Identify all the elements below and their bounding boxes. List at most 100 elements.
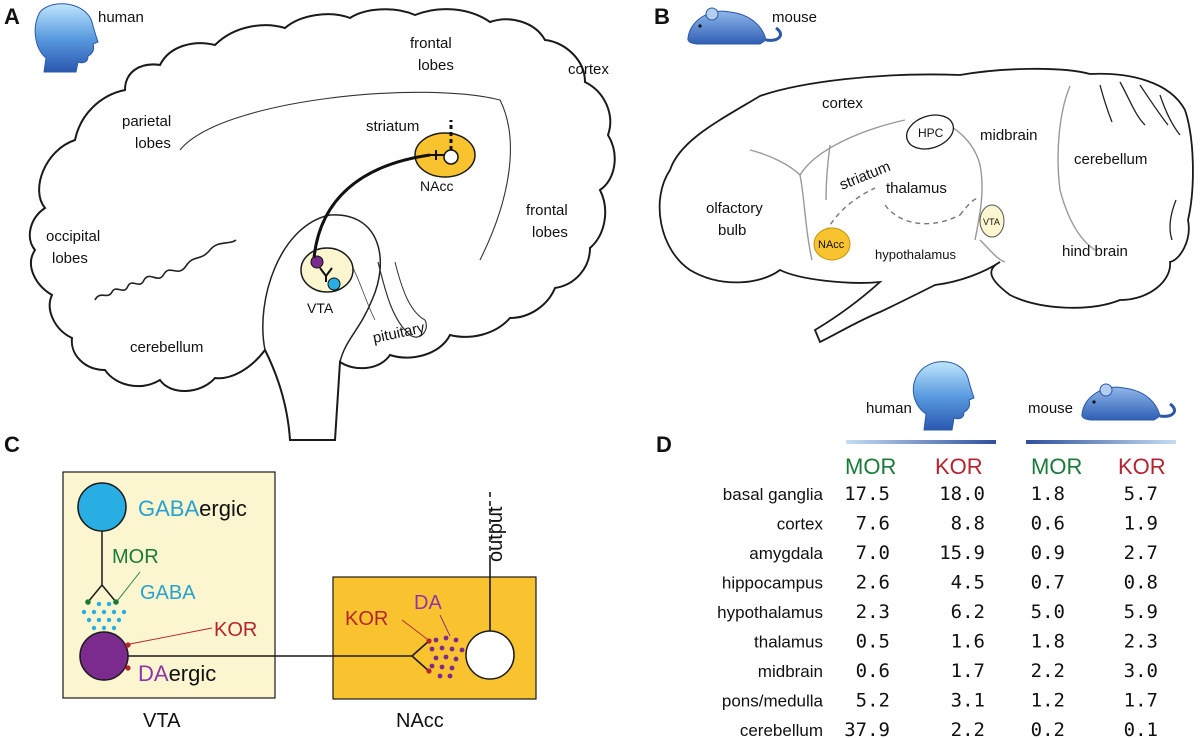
label-vta: VTA <box>307 300 334 316</box>
table-mouse-icon <box>1081 383 1176 421</box>
table-row-label: amygdala <box>749 544 823 563</box>
table-cell: 5.2 <box>856 690 890 712</box>
pituitary-outline <box>377 261 427 338</box>
label-kor-vta: KOR <box>214 619 257 641</box>
label-gaba-c: GABA <box>140 582 196 604</box>
mouse-label-cerebellum: cerebellum <box>1074 151 1147 168</box>
table-cell: 4.5 <box>951 572 985 594</box>
midbrain-boundary <box>939 119 983 241</box>
panel-d-letter: D <box>656 432 672 457</box>
label-parietal-lobes: parietal lobes <box>122 113 175 152</box>
kor-vta-pointer <box>129 627 213 645</box>
gaba-axon <box>87 531 117 603</box>
table-row-label: pons/medulla <box>722 692 824 711</box>
mouse-nacc-region <box>813 227 851 261</box>
label-kor-nacc: KOR <box>345 608 388 630</box>
table-row-label: hypothalamus <box>717 603 823 622</box>
table-cell: 37.9 <box>844 719 890 738</box>
table-row-label: cortex <box>777 515 824 534</box>
table-cell: 7.6 <box>856 513 890 535</box>
table-cell: 1.8 <box>1031 483 1065 505</box>
table-cell: 2.7 <box>1124 542 1158 564</box>
table-cell: 2.2 <box>951 719 985 738</box>
label-occipital-lobes: occipital lobes <box>46 228 104 267</box>
vta-da-neuron <box>310 255 324 269</box>
table-row-label: hippocampus <box>722 574 823 593</box>
table-cell: 8.8 <box>951 513 985 535</box>
label-frontal-lobes-top: frontal lobes <box>410 35 456 74</box>
mor-pointer <box>117 571 141 601</box>
table-cell: 2.2 <box>1031 660 1065 682</box>
da-vesicles <box>429 635 465 679</box>
table-cell: 0.2 <box>1031 719 1065 738</box>
table-row-label: midbrain <box>758 662 823 681</box>
table-cell: 1.7 <box>1124 690 1158 712</box>
label-pituitary: pituitary <box>371 319 426 347</box>
table-cell: 3.1 <box>951 690 985 712</box>
table-cell: 1.2 <box>1031 690 1065 712</box>
header-human-kor: KOR <box>935 454 983 479</box>
panel-c: C <box>4 432 537 732</box>
table-cell: 5.9 <box>1124 601 1158 623</box>
label-nacc: NAcc <box>420 178 453 194</box>
label-cortex: cortex <box>568 61 609 78</box>
kor-receptor-vta <box>125 642 131 648</box>
gaba-vesicles <box>81 601 127 631</box>
table-cell: 0.1 <box>1124 719 1158 738</box>
da-neuron <box>79 631 129 681</box>
panel-b-letter: B <box>654 4 670 29</box>
mouse-label-vta: VTA <box>983 217 1000 227</box>
label-frontal-lobes-mid: frontal lobes <box>526 202 572 241</box>
gaba-neuron <box>77 482 127 532</box>
human-brain-outline <box>28 8 616 441</box>
mouse-label-hind-brain: hind brain <box>1062 243 1128 260</box>
table-cell: 1.7 <box>951 660 985 682</box>
table-cell: 0.6 <box>1031 513 1065 535</box>
cerebellum-folds <box>94 239 237 301</box>
label-striatum: striatum <box>366 118 419 135</box>
mouse-column-bar <box>1026 440 1176 444</box>
kor-receptor-nacc <box>426 638 432 644</box>
table-species-human: human <box>866 400 912 417</box>
table-cell: 18.0 <box>939 483 985 505</box>
table-human-head-icon <box>912 361 975 431</box>
mouse-label-olfactory-bulb: olfactory bulb <box>706 200 767 239</box>
cerebellum-folia <box>1099 81 1181 241</box>
hypothalamus-boundary <box>825 187 876 233</box>
mor-receptor <box>113 599 119 605</box>
human-head-icon <box>34 3 99 73</box>
table-cell: 7.0 <box>856 542 890 564</box>
mouse-label-nacc: NAcc <box>818 239 845 251</box>
header-mouse-mor: MOR <box>1031 454 1082 479</box>
corpus-callosum-line <box>179 91 511 261</box>
table-cell: 6.2 <box>951 601 985 623</box>
nacc-neuron <box>443 149 459 165</box>
vta-gaba-neuron <box>327 277 341 291</box>
human-column-bar <box>846 440 996 444</box>
mouse-brain-outline <box>658 67 1194 344</box>
label-cerebellum: cerebellum <box>130 339 203 356</box>
label-daergic: DAergic <box>138 661 216 686</box>
label-mor-c: MOR <box>112 546 159 568</box>
mouse-label-striatum: striatum <box>837 158 893 194</box>
panel-a-species-label: human <box>98 9 144 26</box>
panel-a: A human frontal lobes <box>4 3 616 441</box>
receptor-table-rows: basal ganglia 17.5 18.0 1.8 5.7 cortex 7.6 8.8 0… <box>717 483 1158 738</box>
table-cell: 1.6 <box>951 631 985 653</box>
mouse-label-cortex: cortex <box>822 95 863 112</box>
panel-c-letter: C <box>4 432 20 457</box>
table-cell: 0.7 <box>1031 572 1065 594</box>
label-nacc-box: NAcc <box>396 710 444 732</box>
human-vta-region <box>300 247 354 293</box>
table-cell: 0.9 <box>1031 542 1065 564</box>
nacc-output-neuron <box>465 630 515 680</box>
cerebellum-boundary <box>1057 85 1096 251</box>
table-cell: 1.9 <box>1124 513 1158 535</box>
panel-a-letter: A <box>4 4 20 29</box>
mouse-label-midbrain: midbrain <box>980 127 1038 144</box>
table-row-label: thalamus <box>754 633 823 652</box>
table-cell: 15.9 <box>939 542 985 564</box>
table-row-label: basal ganglia <box>723 485 824 504</box>
table-cell: 2.3 <box>856 601 890 623</box>
